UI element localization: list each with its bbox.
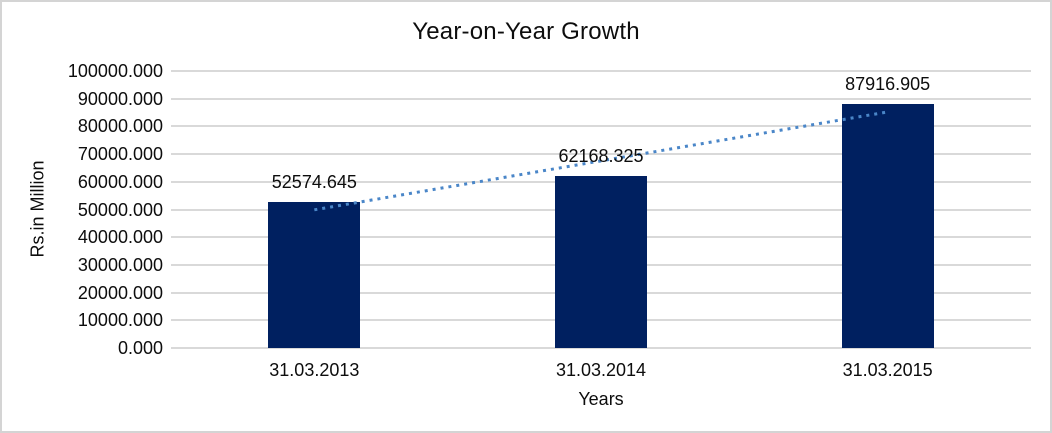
gridline [171, 70, 1031, 72]
bar-31.03.2014 [555, 175, 647, 348]
y-axis-tick-label: 30000.000 [77, 254, 163, 275]
x-axis-tick-label: 31.03.2015 [842, 360, 933, 380]
y-axis-tick-label: 10000.000 [77, 310, 163, 331]
x-axis-tick-label: 31.03.2014 [555, 360, 647, 380]
gridline [171, 347, 1031, 349]
y-axis-tick-label: 50000.000 [77, 199, 163, 220]
y-axis-tick-label: 100000.000 [67, 61, 163, 81]
bar-31.03.2013 [268, 202, 361, 348]
data-label: 52574.645 [271, 172, 357, 193]
gridline [171, 97, 1031, 100]
data-label: 87916.905 [845, 74, 931, 95]
data-label: 62168.325 [558, 145, 644, 166]
y-axis-tick-label: 20000.000 [77, 282, 163, 303]
y-axis-tick-label: 80000.000 [77, 116, 163, 137]
chart-title: Year-on-Year Growth [412, 18, 640, 45]
y-axis-tick-label: 40000.000 [77, 227, 163, 248]
bar-31.03.2015 [841, 104, 934, 348]
x-axis-title: Years [578, 389, 624, 409]
y-axis-tick-label: 90000.000 [77, 88, 163, 109]
y-axis-tick-label: 0.000 [117, 338, 163, 358]
x-axis-tick-label: 31.03.2013 [269, 360, 360, 380]
y-axis-tick-label: 70000.000 [77, 144, 163, 165]
y-axis-tick-label: 60000.000 [77, 171, 163, 192]
